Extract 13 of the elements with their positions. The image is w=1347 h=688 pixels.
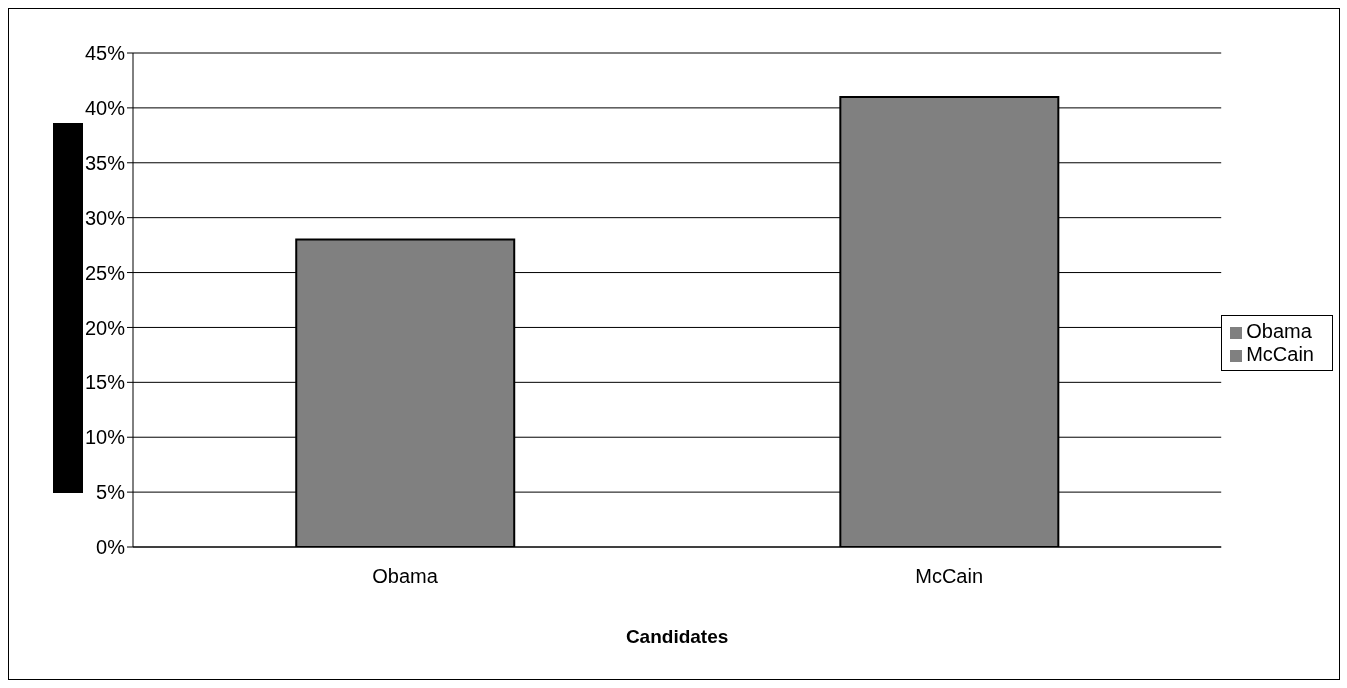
y-tick-label: 25% (84, 261, 126, 284)
y-tick-label: 15% (84, 371, 126, 394)
y-tick-label: 0% (96, 536, 126, 559)
y-tick-label: 45% (84, 42, 126, 65)
x-axis-title: Candidates (625, 626, 729, 647)
y-tick-label: 40% (84, 96, 126, 119)
y-tick-label: 5% (96, 481, 126, 504)
y-tick-label: 30% (84, 206, 126, 229)
y-tick-label: 10% (84, 426, 126, 449)
y-tick-label: 20% (84, 316, 126, 339)
legend-label: Obama (1246, 320, 1312, 342)
legend-label: McCain (1246, 343, 1314, 365)
y-tick-label: 35% (84, 151, 126, 174)
